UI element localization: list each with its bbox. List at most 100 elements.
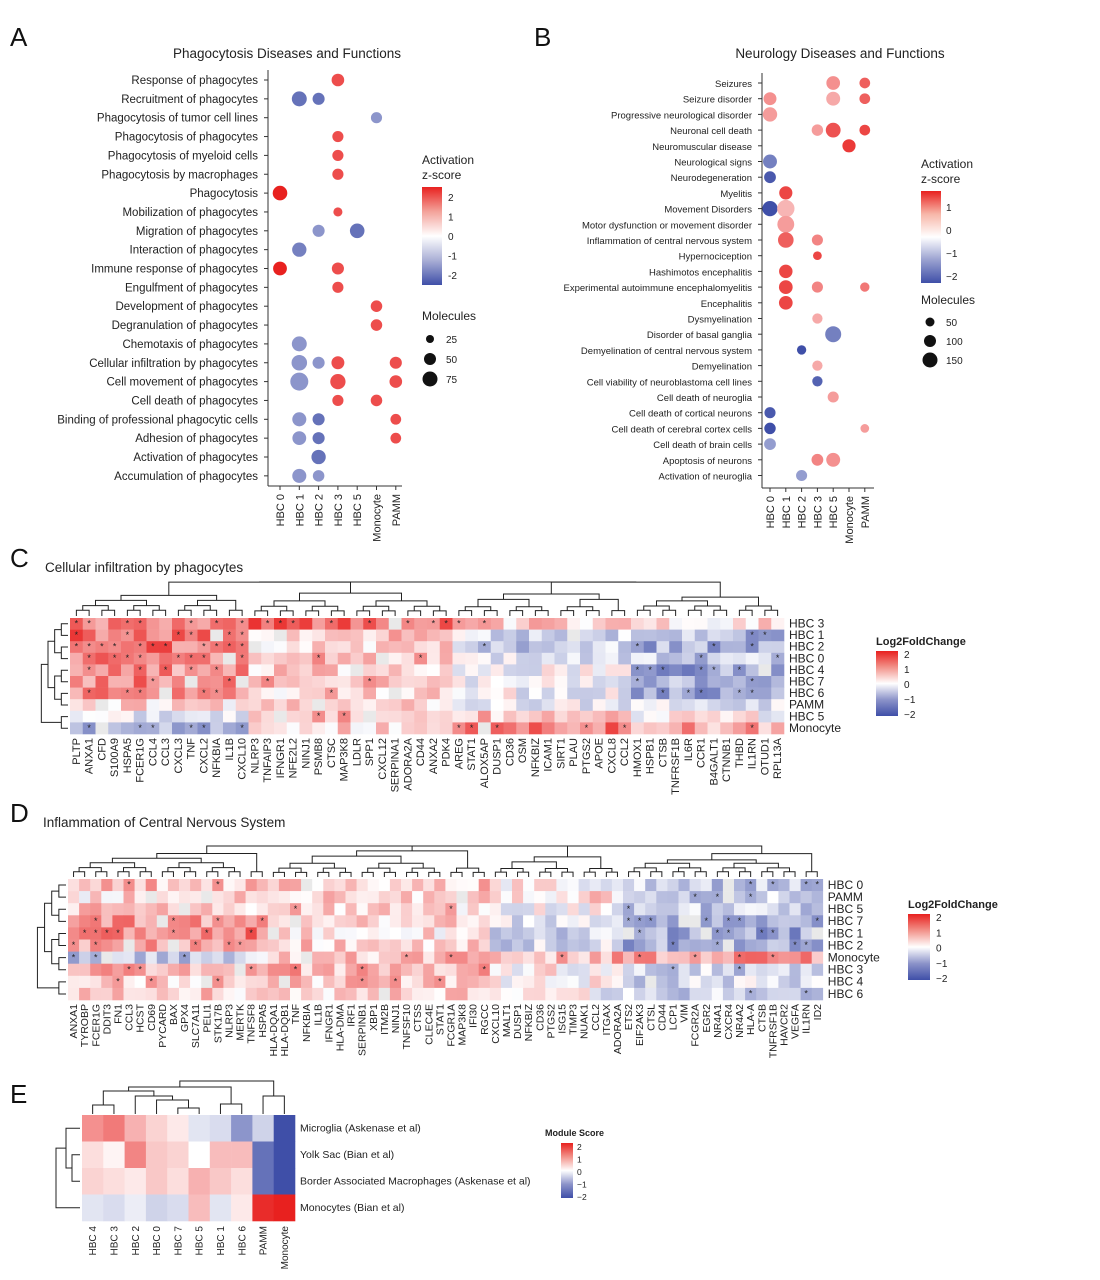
heatmap-cell (800, 927, 812, 940)
heatmap-cell (605, 641, 619, 654)
heatmap-cell (800, 975, 812, 989)
heatmap-cell (778, 915, 790, 928)
heatmap-cell (618, 676, 632, 688)
heatmap-cell (643, 710, 657, 723)
heatmap-cell (248, 641, 262, 654)
significance-star: * (215, 665, 219, 675)
heatmap-cell (146, 699, 160, 712)
heatmap-cell (645, 927, 657, 940)
data-point (764, 407, 776, 419)
heatmap-cell (467, 927, 479, 940)
data-point (332, 168, 344, 180)
heatmap-cell (223, 722, 237, 735)
significance-star: * (699, 653, 703, 663)
heatmap-cell (745, 652, 759, 665)
column-label: CXCL8 (606, 738, 618, 773)
significance-star: * (727, 928, 731, 938)
heatmap-cell (694, 699, 708, 712)
heatmap-cell (223, 629, 237, 642)
y-label: Demyelination (692, 362, 752, 373)
heatmap-cell (534, 951, 546, 964)
heatmap-cell (767, 915, 779, 928)
heatmap-cell (261, 652, 275, 665)
heatmap-cell (567, 927, 579, 940)
y-label: Hypernociception (679, 252, 752, 263)
data-point (826, 452, 841, 467)
heatmap-cell (234, 939, 246, 952)
data-point (290, 372, 309, 391)
significance-star: * (228, 642, 232, 652)
dendrogram-branch (411, 867, 435, 873)
heatmap-cell (611, 975, 624, 989)
heatmap-cell (534, 963, 546, 977)
heatmap-cell (363, 676, 377, 688)
heatmap-cell (121, 629, 135, 642)
heatmap-cell (197, 710, 211, 723)
column-label: NFKBIZ (530, 738, 542, 777)
heatmap-cell (734, 879, 746, 892)
heatmap-cell (439, 641, 453, 654)
data-point (764, 422, 776, 435)
heatmap-cell (156, 915, 169, 928)
heatmap-cell (778, 903, 790, 916)
column-label: HLA-DQB1 (279, 1004, 291, 1057)
heatmap-cell (589, 987, 602, 1001)
dendrogram-branch (650, 871, 663, 877)
heatmap-cell (108, 652, 122, 665)
heatmap-cell (800, 951, 812, 964)
heatmap-cell (778, 891, 790, 904)
heatmap-cell (290, 963, 302, 977)
heatmap-cell (578, 963, 590, 977)
heatmap-cell (580, 618, 594, 630)
heatmap-cell (201, 975, 213, 989)
dendrogram-branch (279, 610, 294, 616)
dendrogram-branch (161, 871, 174, 877)
column-label: NINJ1 (390, 1004, 402, 1033)
heatmap-cell (523, 903, 535, 916)
data-point (370, 300, 383, 312)
heatmap-cell (274, 676, 288, 688)
significance-star: * (815, 880, 819, 890)
data-point (332, 130, 344, 143)
heatmap-cell (645, 975, 657, 989)
heatmap-cell (516, 652, 530, 665)
heatmap-cell (179, 939, 191, 952)
heatmap-cell (312, 722, 326, 735)
heatmap-cell (682, 676, 696, 688)
heatmap-cell (694, 629, 708, 642)
heatmap-cell (337, 710, 351, 723)
heatmap-cell (789, 975, 801, 989)
data-point (349, 223, 365, 239)
dendrogram-branch (515, 606, 543, 611)
heatmap-cell (456, 927, 468, 940)
heatmap-cell (68, 903, 80, 916)
dendrogram-branch (672, 871, 685, 877)
heatmap-cell (334, 963, 346, 977)
heatmap-cell (245, 879, 257, 892)
significance-star: * (727, 916, 731, 926)
column-label: NFE2L2 (288, 738, 300, 778)
heatmap-cell (465, 722, 479, 735)
heatmap-cell (223, 927, 235, 940)
data-point (312, 224, 325, 237)
heatmap-cell (82, 641, 96, 654)
heatmap-cell (112, 987, 124, 1001)
heatmap-cell (789, 891, 801, 904)
heatmap-cell (529, 687, 543, 700)
heatmap-cell (95, 629, 109, 642)
heatmap-cell (427, 699, 441, 712)
significance-star: * (87, 618, 91, 628)
heatmap-cell (179, 927, 191, 940)
heatmap-cell (350, 618, 364, 630)
heatmap-cell (159, 629, 173, 642)
heatmap-cell (465, 629, 479, 642)
dendrogram-branch (589, 868, 613, 873)
heatmap-cell (554, 687, 568, 700)
heatmap-cell (556, 939, 568, 952)
panel-b-color-legend: Activation z-score 10−1−2 (921, 157, 973, 283)
heatmap-cell (274, 722, 288, 735)
heatmap-cell (734, 963, 746, 977)
significance-star: * (138, 723, 142, 733)
heatmap-cell (159, 699, 173, 712)
